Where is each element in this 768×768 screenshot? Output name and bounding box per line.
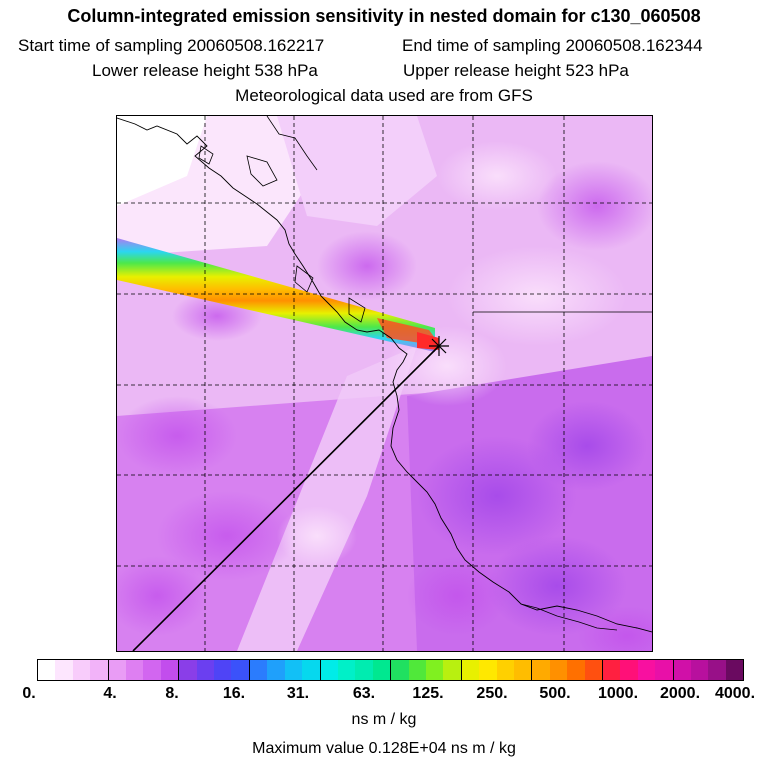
colorbar-swatch bbox=[532, 660, 550, 680]
colorbar-swatch bbox=[72, 660, 91, 680]
colorbar-swatch bbox=[725, 660, 744, 680]
colorbar-swatch bbox=[496, 660, 514, 680]
colorbar-tick: 1000. bbox=[597, 685, 639, 702]
colorbar-swatch bbox=[160, 660, 180, 680]
colorbar-swatch bbox=[231, 660, 250, 680]
coastline bbox=[117, 117, 652, 633]
colorbar-swatch bbox=[408, 660, 426, 680]
colorbar-swatch bbox=[126, 660, 144, 680]
release-trajectory bbox=[132, 345, 440, 651]
colorbar-swatch bbox=[196, 660, 215, 680]
colorbar-swatch bbox=[302, 660, 321, 680]
colorbar-tick: 2000. bbox=[659, 685, 701, 702]
colorbar-swatch bbox=[620, 660, 638, 680]
colorbar-swatch bbox=[249, 660, 268, 680]
colorbar-swatch bbox=[655, 660, 674, 680]
colorbar-swatch bbox=[143, 660, 161, 680]
colorbar-swatch bbox=[38, 660, 56, 680]
colorbar-swatch bbox=[337, 660, 356, 680]
upper-height-label: Upper release height 523 hPa bbox=[403, 61, 629, 80]
colorbar-swatch bbox=[108, 660, 127, 680]
colorbar-swatch bbox=[391, 660, 409, 680]
colorbar-swatch bbox=[320, 660, 338, 680]
colorbar-tick: 4. bbox=[103, 685, 117, 702]
colorbar-swatch bbox=[567, 660, 585, 680]
colorbar-tick: 16. bbox=[222, 685, 246, 702]
lat-lon-grid bbox=[117, 116, 652, 651]
colorbar-units: ns m / kg bbox=[351, 711, 417, 728]
colorbar-swatch bbox=[708, 660, 726, 680]
colorbar-swatch bbox=[461, 660, 480, 680]
colorbar-swatch bbox=[549, 660, 568, 680]
colorbar-tick: 8. bbox=[165, 685, 179, 702]
colorbar-tick: 31. bbox=[286, 685, 310, 702]
colorbar bbox=[37, 659, 744, 681]
map-title: Column-integrated emission sensitivity i… bbox=[67, 6, 701, 26]
colorbar-tick: 0. bbox=[22, 685, 36, 702]
colorbar-swatch bbox=[513, 660, 533, 680]
sensitivity-map bbox=[116, 115, 653, 652]
colorbar-swatch bbox=[479, 660, 497, 680]
colorbar-swatch bbox=[443, 660, 462, 680]
colorbar-tick: 63. bbox=[352, 685, 376, 702]
colorbar-swatch bbox=[584, 660, 603, 680]
colorbar-swatch bbox=[355, 660, 373, 680]
emission-plume bbox=[117, 238, 435, 352]
colorbar-swatch bbox=[372, 660, 392, 680]
colorbar-swatch bbox=[425, 660, 444, 680]
end-time-label: End time of sampling 20060508.162344 bbox=[402, 36, 703, 55]
colorbar-swatch bbox=[673, 660, 692, 680]
colorbar-tick: 250. bbox=[476, 685, 508, 702]
met-data-label: Meteorological data used are from GFS bbox=[235, 86, 533, 105]
colorbar-swatch bbox=[637, 660, 656, 680]
colorbar-swatch bbox=[214, 660, 232, 680]
map-svg bbox=[117, 116, 652, 651]
colorbar-tick: 125. bbox=[412, 685, 444, 702]
colorbar-swatch bbox=[179, 660, 197, 680]
release-point-marker bbox=[429, 336, 449, 356]
colorbar-swatch bbox=[90, 660, 109, 680]
colorbar-swatch bbox=[691, 660, 709, 680]
max-value-label: Maximum value 0.128E+04 ns m / kg bbox=[252, 740, 516, 757]
colorbar-tick: 4000. bbox=[714, 685, 756, 702]
colorbar-swatch bbox=[267, 660, 285, 680]
colorbar-swatch bbox=[603, 660, 621, 680]
colorbar-swatch bbox=[55, 660, 73, 680]
colorbar-swatch bbox=[284, 660, 303, 680]
start-time-label: Start time of sampling 20060508.162217 bbox=[18, 36, 325, 55]
lower-height-label: Lower release height 538 hPa bbox=[92, 61, 318, 80]
colorbar-tick: 500. bbox=[539, 685, 571, 702]
